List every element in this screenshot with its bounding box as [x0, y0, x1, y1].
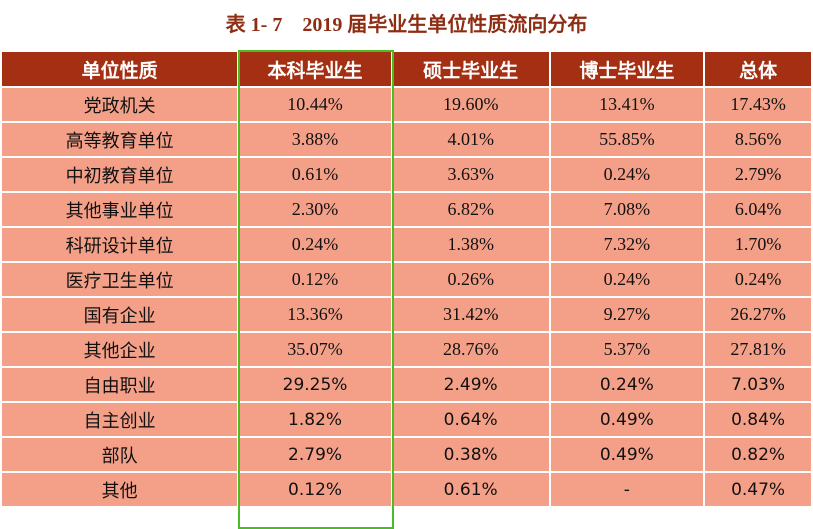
cell-value: 0.61%	[237, 156, 393, 193]
cell-value: 3.88%	[237, 121, 393, 158]
table-row: 高等教育单位 3.88% 4.01% 55.85% 8.56%	[0, 121, 813, 158]
row-label: 科研设计单位	[0, 226, 240, 263]
table-row: 其他事业单位 2.30% 6.82% 7.08% 6.04%	[0, 191, 813, 228]
cell-value: 7.08%	[548, 191, 706, 228]
row-label: 党政机关	[0, 86, 240, 123]
cell-value: 0.26%	[390, 261, 551, 298]
cell-value: 29.25%	[237, 366, 393, 403]
cell-value: 19.60%	[390, 86, 551, 123]
table-row: 其他 0.12% 0.61% -0.47%	[0, 471, 813, 508]
table-row: 部队 2.79% 0.38% 0.49% 0.82%	[0, 436, 813, 473]
cell-value: 0.24%	[548, 261, 706, 298]
row-label: 其他	[0, 471, 240, 508]
row-label: 其他企业	[0, 331, 240, 368]
cell-value: 7.32%	[548, 226, 706, 263]
cell-value: 1.82%	[237, 401, 393, 438]
column-header: 博士毕业生	[548, 50, 706, 88]
row-label: 医疗卫生单位	[0, 261, 240, 298]
cell-value: 0.24%	[548, 366, 706, 403]
cell-value: 10.44%	[237, 86, 393, 123]
table-row: 自主创业 1.82% 0.64% 0.49% 0.84%	[0, 401, 813, 438]
table-row: 中初教育单位 0.61% 3.63% 0.24% 2.79%	[0, 156, 813, 193]
cell-value: 0.61%	[390, 471, 551, 508]
cell-value: 6.04%	[703, 191, 813, 228]
cell-value: 3.63%	[390, 156, 551, 193]
table-row: 党政机关 10.44% 19.60% 13.41% 17.43%	[0, 86, 813, 123]
unit-type-distribution-table: 单位性质 本科毕业生 硕士毕业生 博士毕业生 总体 党政机关 10.44% 19.60% 13…	[0, 50, 813, 508]
cell-value: 8.56%	[703, 121, 813, 158]
cell-value: 0.47%	[703, 471, 813, 508]
cell-value: 27.81%	[703, 331, 813, 368]
cell-value: 0.84%	[703, 401, 813, 438]
column-header: 总体	[703, 50, 813, 88]
row-label: 高等教育单位	[0, 121, 240, 158]
cell-value: 0.82%	[703, 436, 813, 473]
header-row: 单位性质 本科毕业生 硕士毕业生 博士毕业生 总体	[0, 50, 813, 88]
cell-value: 5.37%	[548, 331, 706, 368]
cell-value: 1.38%	[390, 226, 551, 263]
cell-value: 1.70%	[703, 226, 813, 263]
cell-value: 0.24%	[703, 261, 813, 298]
cell-value: 55.85%	[548, 121, 706, 158]
cell-value: 0.38%	[390, 436, 551, 473]
cell-value: -	[548, 471, 706, 508]
cell-value: 31.42%	[390, 296, 551, 333]
column-header: 本科毕业生	[237, 50, 393, 88]
table-row: 科研设计单位 0.24% 1.38% 7.32% 1.70%	[0, 226, 813, 263]
row-label: 部队	[0, 436, 240, 473]
cell-value: 9.27%	[548, 296, 706, 333]
cell-value: 0.12%	[237, 261, 393, 298]
table-row: 医疗卫生单位 0.12% 0.26% 0.24% 0.24%	[0, 261, 813, 298]
cell-value: 6.82%	[390, 191, 551, 228]
row-label: 其他事业单位	[0, 191, 240, 228]
table-title: 表 1- 7 2019 届毕业生单位性质流向分布	[225, 14, 588, 36]
cell-value: 0.24%	[237, 226, 393, 263]
row-label: 自主创业	[0, 401, 240, 438]
cell-value: 2.79%	[703, 156, 813, 193]
cell-value: 0.12%	[237, 471, 393, 508]
cell-value: 2.79%	[237, 436, 393, 473]
cell-value: 28.76%	[390, 331, 551, 368]
cell-value: 26.27%	[703, 296, 813, 333]
cell-value: 0.49%	[548, 436, 706, 473]
cell-value: 2.30%	[237, 191, 393, 228]
column-header: 硕士毕业生	[390, 50, 551, 88]
cell-value: 17.43%	[703, 86, 813, 123]
cell-value: 35.07%	[237, 331, 393, 368]
table-row: 其他企业 35.07% 28.76% 5.37% 27.81%	[0, 331, 813, 368]
cell-value: 0.64%	[390, 401, 551, 438]
cell-value: 13.36%	[237, 296, 393, 333]
cell-value: 13.41%	[548, 86, 706, 123]
row-label: 中初教育单位	[0, 156, 240, 193]
cell-value: 0.24%	[548, 156, 706, 193]
cell-value: 2.49%	[390, 366, 551, 403]
cell-value: 4.01%	[390, 121, 551, 158]
cell-value: 0.49%	[548, 401, 706, 438]
row-label: 自由职业	[0, 366, 240, 403]
table-row: 自由职业 29.25% 2.49% 0.24% 7.03%	[0, 366, 813, 403]
cell-value: 7.03%	[703, 366, 813, 403]
column-header: 单位性质	[0, 50, 240, 88]
table-row: 国有企业 13.36% 31.42% 9.27% 26.27%	[0, 296, 813, 333]
row-label: 国有企业	[0, 296, 240, 333]
